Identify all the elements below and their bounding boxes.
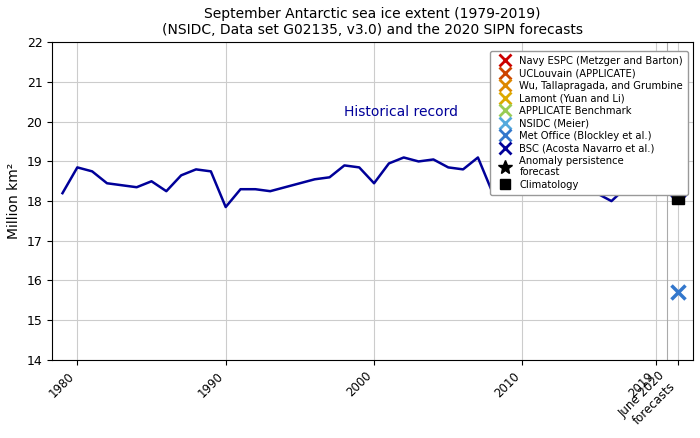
- Legend: Navy ESPC (Metzger and Barton), UCLouvain (APPLICATE), Wu, Tallapragada, and Gru: Navy ESPC (Metzger and Barton), UCLouvai…: [490, 51, 688, 195]
- Text: Historical record: Historical record: [344, 105, 458, 119]
- Y-axis label: Million km²: Million km²: [7, 163, 21, 239]
- Title: September Antarctic sea ice extent (1979-2019)
(NSIDC, Data set G02135, v3.0) an: September Antarctic sea ice extent (1979…: [162, 7, 583, 37]
